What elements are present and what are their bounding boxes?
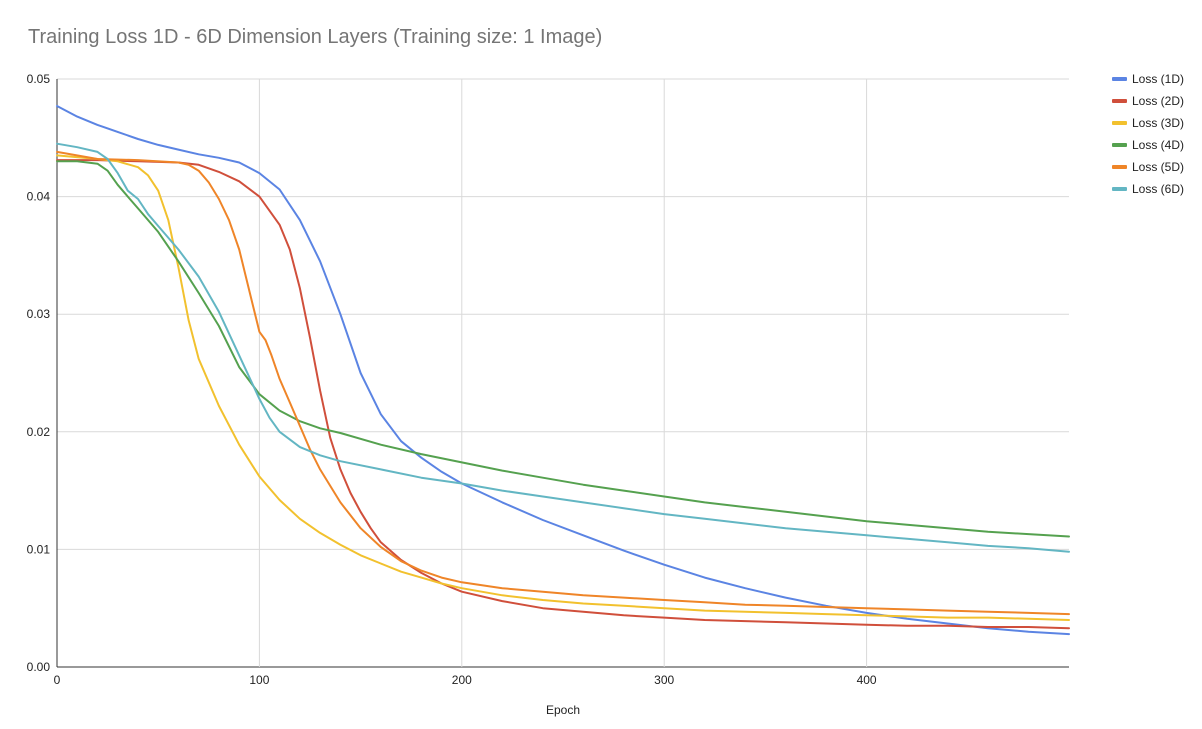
x-tick-label: 400 (857, 673, 877, 687)
legend-swatch (1112, 143, 1127, 147)
legend-item-label: Loss (4D) (1132, 138, 1184, 152)
legend-swatch (1112, 187, 1127, 191)
y-tick-label: 0.00 (27, 660, 51, 674)
x-tick-label: 200 (452, 673, 472, 687)
series-line-6 (56, 142, 1070, 553)
x-tick-label: 0 (54, 673, 61, 687)
series-line-1 (56, 105, 1070, 636)
legend-item-label: Loss (6D) (1132, 182, 1184, 196)
y-tick-label: 0.03 (27, 307, 51, 321)
y-tick-label: 0.04 (27, 190, 51, 204)
series-line-4 (56, 160, 1070, 538)
y-tick-label: 0.01 (27, 542, 51, 556)
legend-swatch (1112, 121, 1127, 125)
x-axis-title: Epoch (546, 703, 580, 717)
legend-item-label: Loss (3D) (1132, 116, 1184, 130)
legend-swatch (1112, 165, 1127, 169)
legend-item-label: Loss (1D) (1132, 72, 1184, 86)
series-line-5 (56, 150, 1070, 616)
y-tick-label: 0.02 (27, 425, 51, 439)
legend-item-label: Loss (2D) (1132, 94, 1184, 108)
legend-swatch (1112, 99, 1127, 103)
series-line-2 (56, 159, 1070, 630)
legend-swatch (1112, 77, 1127, 81)
legend-item-label: Loss (5D) (1132, 160, 1184, 174)
x-tick-label: 300 (654, 673, 674, 687)
chart-title: Training Loss 1D - 6D Dimension Layers (… (28, 26, 603, 48)
x-tick-label: 100 (249, 673, 269, 687)
series-line-3 (56, 154, 1070, 621)
y-tick-label: 0.05 (27, 72, 51, 86)
